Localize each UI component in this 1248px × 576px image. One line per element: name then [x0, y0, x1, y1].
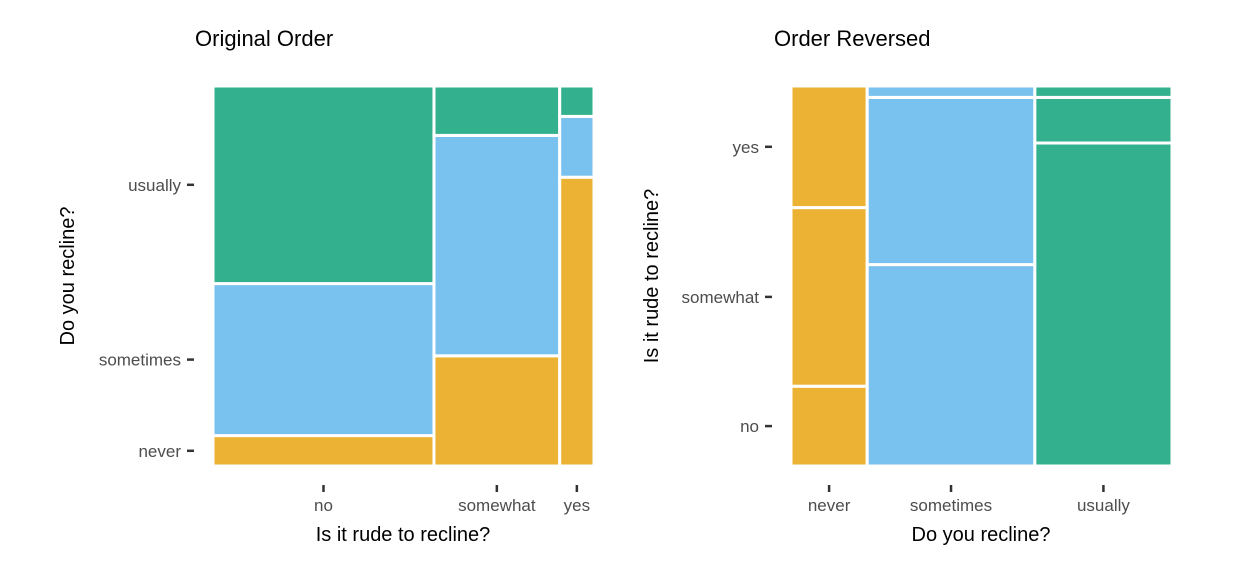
tile-no-never: [211, 434, 436, 468]
tile-usually-somewhat: [1033, 95, 1174, 145]
mosaic-tiles: [211, 84, 596, 468]
tile-yes-sometimes: [558, 114, 596, 179]
y-tick-label: never: [138, 442, 181, 461]
tile-usually-yes: [1033, 84, 1174, 99]
y-tick-label: sometimes: [99, 351, 181, 370]
tile-no-usually: [211, 84, 436, 286]
panel-order-reversed: Order Reversed never sometimes usually no s…: [641, 26, 1174, 546]
x-axis-label: Is it rude to recline?: [316, 524, 491, 546]
y-tick-label: yes: [733, 138, 759, 157]
tile-never-somewhat: [789, 206, 869, 388]
y-axis-ticks: no somewhat yes: [682, 138, 772, 436]
tile-sometimes-somewhat: [865, 95, 1037, 267]
tile-sometimes-yes: [865, 84, 1037, 99]
tile-somewhat-sometimes: [432, 133, 562, 358]
x-tick-label: sometimes: [910, 496, 992, 515]
y-tick-label: usually: [128, 176, 181, 195]
tile-no-sometimes: [211, 282, 436, 438]
y-axis-ticks: never sometimes usually: [99, 176, 194, 461]
x-axis-ticks: no somewhat yes: [314, 485, 590, 515]
x-tick-label: yes: [564, 496, 590, 515]
panel-original-order: Original Order no somewhat yes never someti…: [57, 26, 596, 546]
chart-title: Original Order: [195, 26, 333, 51]
tile-never-yes: [789, 84, 869, 210]
y-tick-label: somewhat: [682, 288, 760, 307]
tile-usually-no: [1033, 141, 1174, 468]
y-tick-label: no: [740, 417, 759, 436]
x-tick-label: never: [808, 496, 851, 515]
x-axis-ticks: never sometimes usually: [808, 485, 1130, 515]
x-tick-label: no: [314, 496, 333, 515]
x-tick-label: somewhat: [458, 496, 536, 515]
x-tick-label: usually: [1077, 496, 1130, 515]
mosaic-tiles: [789, 84, 1174, 468]
y-axis-label: Is it rude to recline?: [641, 189, 663, 364]
tile-sometimes-no: [865, 263, 1037, 468]
tile-yes-usually: [558, 84, 596, 118]
tile-somewhat-never: [432, 354, 562, 468]
tile-never-no: [789, 384, 869, 468]
tile-somewhat-usually: [432, 84, 562, 137]
y-axis-label: Do you recline?: [57, 207, 79, 346]
chart-title: Order Reversed: [774, 26, 931, 51]
x-axis-label: Do you recline?: [912, 524, 1051, 546]
tile-yes-never: [558, 175, 596, 468]
